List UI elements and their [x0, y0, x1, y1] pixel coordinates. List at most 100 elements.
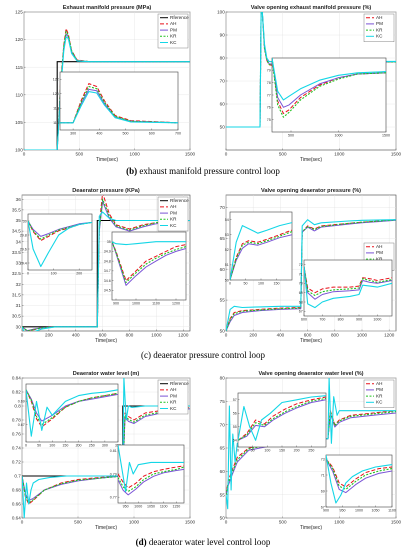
y-tick-label: 70 [299, 282, 303, 286]
inset-plot: 300 400 500 600 700 116 118 120 122 [53, 71, 181, 135]
x-tick-label: 800 [331, 332, 339, 337]
legend-label-pm: PM [170, 393, 177, 398]
inset-frame [59, 71, 179, 131]
y-tick-label: 0.78 [12, 418, 21, 423]
x-tick-label: 1000 [130, 151, 141, 156]
x-tick-label: 1000 [334, 151, 345, 156]
y-tick-label: 54 [225, 218, 229, 222]
inset-plot: 0 50 100 150 200 250 54 55 56 57 [233, 392, 327, 452]
main-series-ah [22, 195, 190, 331]
y-tick-label: 118 [53, 107, 59, 111]
y-tick-label: 36 [16, 197, 22, 202]
legend-label-ah: AH [170, 387, 176, 392]
y-tick-label: 0.7 [14, 474, 21, 479]
plot-lines [272, 58, 386, 118]
y-tick-label: 115 [15, 65, 23, 70]
y-tick-label: 67 [321, 505, 325, 509]
x-tick-label: 1000 [357, 332, 368, 337]
x-tick-label: 1100 [388, 508, 396, 512]
plot-lines [60, 83, 178, 124]
y-tick-label: 52 [225, 248, 229, 252]
legend-label-pm: PM [376, 21, 383, 26]
inset-series-pm [112, 241, 186, 286]
y-tick-label: 60 [220, 469, 226, 474]
y-tick-label: 0.68 [12, 488, 21, 493]
x-tick-label: 150 [62, 443, 68, 447]
y-tick-label: 65 [220, 236, 226, 241]
x-tick-label: 150 [274, 281, 280, 285]
inset-series-pm [326, 458, 392, 494]
x-tick-label: 1500 [185, 519, 196, 524]
legend-label-kr: KR [376, 256, 383, 261]
x-tick-label: 0 [237, 448, 239, 452]
y-tick-label: 33.5 [12, 250, 21, 255]
y-tick-label: 34.7 [104, 269, 111, 273]
plot-lines [26, 389, 118, 437]
y-tick-label: 0.84 [12, 376, 21, 381]
plot-lines [304, 266, 392, 309]
x-tick-label: 1200 [178, 332, 189, 337]
inset-series-pm [26, 389, 118, 422]
legend-label-reference: Rference [170, 198, 189, 203]
y-tick-label: 120 [15, 37, 23, 42]
inset-series-pm [28, 220, 92, 237]
plot-lines [326, 455, 392, 504]
legend-label-kr: KR [376, 393, 383, 398]
inset-frame [229, 211, 293, 281]
x-tick-label: 600 [149, 131, 155, 135]
inset-plot: 500 1000 1500 75 76 77 78 79 [267, 57, 390, 137]
x-tick-label: 100 [258, 281, 264, 285]
y-tick-label: 50 [225, 278, 229, 282]
x-tick-label: 500 [288, 133, 294, 137]
legend-label-kc: KC [170, 223, 177, 228]
chart-title: Valve opening deaerator pressure (%) [261, 188, 361, 194]
inset-series-kr [272, 58, 386, 118]
x-tick-label: 250 [89, 443, 95, 447]
y-tick-label: 35.5 [12, 207, 21, 212]
chart-title: Valve opening deaerator water level (%) [258, 371, 363, 377]
inset-series-kc [326, 455, 392, 504]
y-tick-label: 70 [220, 205, 226, 210]
inset-series-kc [272, 58, 386, 101]
y-tick-label: 30 [16, 324, 22, 329]
inset-series-kc [238, 395, 326, 441]
y-tick-label: 34.8 [104, 259, 111, 263]
plot-lines [22, 378, 190, 518]
inset-series-pm [230, 234, 292, 280]
x-tick-label: 950 [340, 508, 346, 512]
x-tick-label: 400 [277, 332, 285, 337]
plot-lines [22, 195, 190, 331]
x-tick-label: 1000 [373, 317, 381, 321]
legend-label-ah: AH [170, 204, 176, 209]
inset-plot: 0 100 200 29.4 29.6 29.8 30 [20, 213, 93, 275]
y-tick-label: 0.79 [110, 472, 117, 476]
x-tick-label: 900 [113, 301, 119, 305]
x-tick-label: 800 [338, 317, 344, 321]
inset-series-kr [118, 466, 184, 492]
x-tick-label: 900 [323, 508, 329, 512]
x-tick-label: 50 [244, 281, 248, 285]
main-series-kc [24, 36, 190, 150]
y-tick-label: 35 [107, 240, 111, 244]
x-tick-label: 0 [225, 151, 228, 156]
y-tick-label: 0.81 [110, 449, 117, 453]
main-series-kc [22, 378, 190, 518]
y-tick-label: 71 [321, 473, 325, 477]
x-tick-label: 1000 [335, 133, 343, 137]
inset-series-kr [230, 231, 292, 280]
y-tick-label: 0.8 [14, 404, 21, 409]
x-tick-label: 300 [70, 131, 76, 135]
x-tick-label: 1000 [129, 519, 140, 524]
x-tick-label: 1000 [355, 508, 363, 512]
plot-lines [24, 28, 190, 150]
y-tick-label: 29.8 [20, 233, 27, 237]
inset-series-ah [304, 266, 392, 294]
x-tick-label: 1500 [391, 151, 402, 156]
x-tick-label: 500 [279, 519, 287, 524]
x-tick-label: 1200 [384, 332, 395, 337]
y-tick-label: 32 [16, 282, 22, 287]
inset-series-ah [272, 58, 386, 114]
y-tick-label: 70 [220, 79, 226, 84]
inset-series-kr [28, 220, 92, 240]
